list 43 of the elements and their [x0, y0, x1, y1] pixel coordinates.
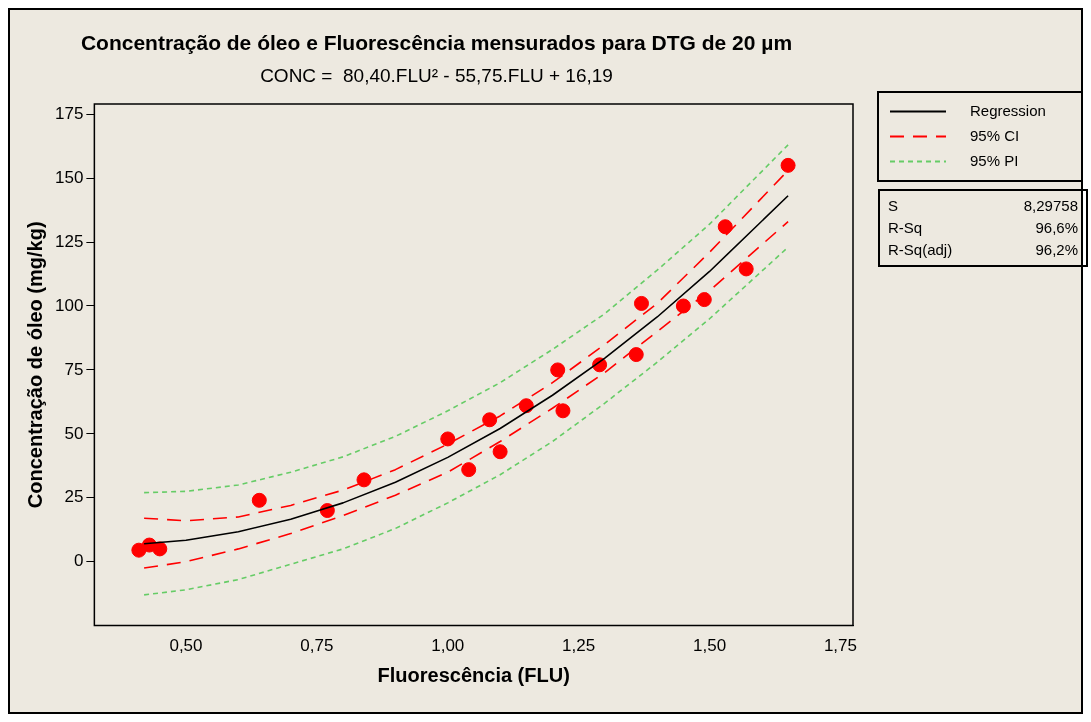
point [633, 295, 649, 311]
point [550, 362, 566, 378]
legend-label: 95% CI [970, 126, 1020, 144]
point [482, 412, 498, 428]
text: 8,29758 [1023, 196, 1078, 216]
text: S [888, 196, 899, 216]
point [717, 219, 733, 235]
y-tick-label: 25 [64, 487, 84, 507]
text: 96,2% [1035, 240, 1078, 260]
point [628, 347, 644, 363]
y-tick-label: 175 [54, 103, 84, 123]
chart-subtitle: CONC = 80,40.FLU² - 55,75.FLU + 16,19 [260, 64, 613, 86]
y-tick-label: 125 [54, 231, 84, 251]
point [251, 492, 267, 508]
x-tick-label: 1,50 [693, 636, 727, 656]
x-tick-label: 1,25 [562, 636, 596, 656]
x-tick-label: 0,75 [300, 636, 334, 656]
y-tick-label: 75 [64, 359, 84, 379]
point [152, 541, 168, 557]
x-tick-label: 1,00 [431, 636, 465, 656]
point [696, 292, 712, 308]
point [780, 157, 796, 173]
x-axis-title: Fluorescência (FLU) [377, 663, 570, 686]
point [461, 462, 477, 478]
x-tick-label: 1,75 [823, 636, 857, 656]
x-tick-label: 0,50 [169, 636, 203, 656]
text: R-Sq(adj) [888, 240, 953, 260]
y-axis-title: Concentração de óleo (mg/kg) [23, 221, 46, 509]
text: 96,6% [1035, 218, 1078, 238]
y-tick-label: 0 [73, 551, 84, 571]
legend-label: Regression [970, 101, 1046, 119]
point [440, 431, 456, 447]
point [356, 472, 372, 488]
point [555, 403, 571, 419]
y-tick-label: 50 [64, 423, 84, 443]
text: R-Sq [888, 218, 923, 238]
chart-title: Concentração de óleo e Fluorescência mensurados para DTG de 20 µm [80, 31, 793, 55]
legend-label: 95% PI [970, 151, 1019, 169]
point [675, 298, 691, 314]
point [738, 261, 754, 277]
point [492, 444, 508, 460]
y-tick-label: 100 [54, 295, 84, 315]
y-tick-label: 150 [54, 167, 84, 187]
